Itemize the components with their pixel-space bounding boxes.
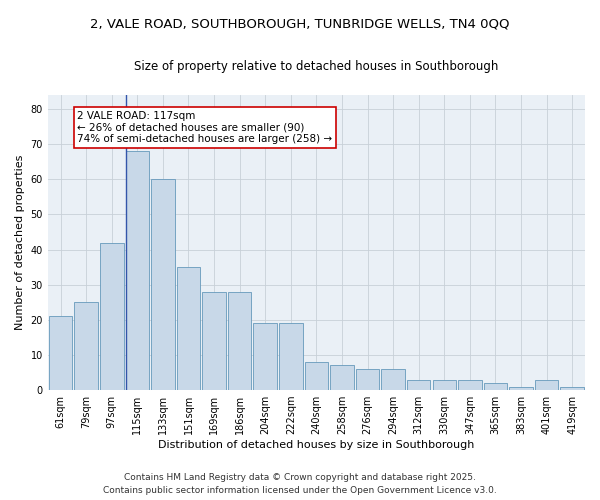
Title: Size of property relative to detached houses in Southborough: Size of property relative to detached ho… (134, 60, 499, 73)
Bar (458, 380, 482, 390)
X-axis label: Distribution of detached houses by size in Southborough: Distribution of detached houses by size … (158, 440, 475, 450)
Bar (228, 292, 251, 390)
Bar (356, 369, 379, 390)
Y-axis label: Number of detached properties: Number of detached properties (15, 155, 25, 330)
Bar (100, 242, 124, 390)
Bar (125, 151, 149, 390)
Bar (49, 316, 73, 390)
Bar (484, 383, 507, 390)
Bar (74, 302, 98, 390)
Text: 2 VALE ROAD: 117sqm
← 26% of detached houses are smaller (90)
74% of semi-detach: 2 VALE ROAD: 117sqm ← 26% of detached ho… (77, 111, 332, 144)
Bar (305, 362, 328, 390)
Bar (253, 324, 277, 390)
Bar (560, 386, 584, 390)
Bar (279, 324, 302, 390)
Bar (330, 366, 354, 390)
Bar (535, 380, 559, 390)
Bar (433, 380, 456, 390)
Bar (382, 369, 405, 390)
Bar (151, 180, 175, 390)
Text: 2, VALE ROAD, SOUTHBOROUGH, TUNBRIDGE WELLS, TN4 0QQ: 2, VALE ROAD, SOUTHBOROUGH, TUNBRIDGE WE… (90, 18, 510, 30)
Bar (177, 267, 200, 390)
Bar (509, 386, 533, 390)
Bar (407, 380, 430, 390)
Bar (202, 292, 226, 390)
Text: Contains HM Land Registry data © Crown copyright and database right 2025.
Contai: Contains HM Land Registry data © Crown c… (103, 474, 497, 495)
